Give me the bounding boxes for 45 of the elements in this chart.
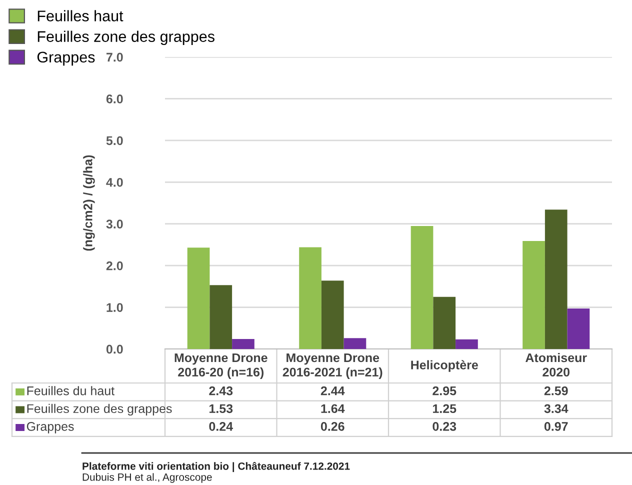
bar — [433, 296, 456, 349]
data-label: 1.64 — [321, 404, 345, 414]
bar — [544, 210, 568, 349]
x-tick-label: Atomiseur 2020 — [526, 352, 587, 377]
x-tick-label: Moyenne Drone 2016-20 (n=16) — [174, 353, 268, 380]
y-tick-label: 5.0 — [106, 136, 123, 146]
y-tick-label: 4.0 — [106, 178, 123, 187]
text: Plateforme viti orientation bio | Châteauneuf 7.12.2021 — [82, 462, 350, 472]
bar — [210, 285, 232, 349]
y-tick-label: 1.0 — [106, 303, 123, 312]
bar — [299, 247, 322, 349]
y-tick-label: 3.0 — [106, 220, 123, 229]
data-label: 2.43 — [209, 386, 233, 396]
legend-label: Feuilles zone des grappes — [38, 30, 214, 45]
y-tick-label: 7.0 — [106, 52, 123, 62]
text: Feuilles du haut — [27, 386, 114, 396]
x-tick-label: Moyenne Drone 2016-2021 (n=21) — [282, 353, 382, 380]
text: Dubuis PH et al., Agroscope — [82, 473, 212, 483]
data-label: 0.24 — [209, 422, 233, 431]
bar — [232, 338, 254, 349]
legend-label: Grappes — [37, 52, 95, 66]
text: Grappes — [26, 422, 74, 434]
data-label: 0.97 — [544, 422, 568, 431]
y-axis-title: (ng/cm2) / (g/ha) — [83, 155, 95, 251]
data-label: 2.44 — [320, 386, 345, 396]
bar — [410, 226, 434, 349]
bar — [567, 308, 590, 349]
y-tick-label: 2.0 — [106, 261, 123, 270]
data-label: 3.34 — [544, 404, 568, 414]
y-tick-label: 0.0 — [106, 344, 123, 354]
legend-label: Feuilles haut — [38, 10, 124, 22]
bar — [456, 339, 478, 349]
data-label: 1.25 — [433, 404, 456, 414]
y-tick-label: 6.0 — [106, 94, 123, 104]
bar — [321, 280, 344, 349]
data-label: 2.59 — [544, 386, 568, 396]
data-label: 0.26 — [320, 422, 344, 431]
bar — [344, 338, 366, 349]
data-label: 1.53 — [210, 404, 233, 414]
data-label: 2.95 — [432, 386, 456, 396]
data-label: 0.23 — [432, 422, 456, 431]
bar — [187, 248, 210, 349]
x-tick-label: Helicoptère — [411, 360, 478, 372]
text: Feuilles zone des grappes — [27, 404, 172, 416]
bar — [522, 240, 545, 349]
